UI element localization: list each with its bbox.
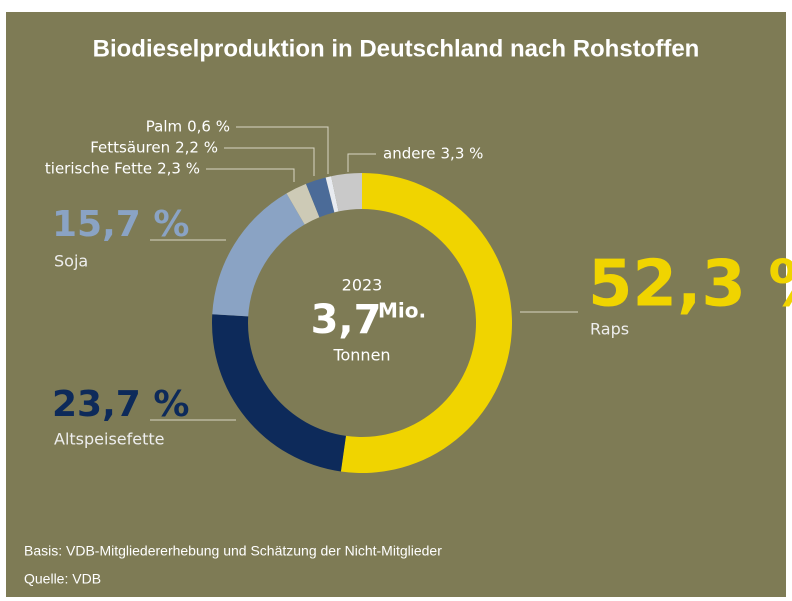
value-label: 0,6 % [187,118,230,136]
donut-segment [331,173,362,212]
value-label: 2,3 % [157,160,200,178]
donut-segment [305,177,335,218]
category-label: Fettsäuren [90,139,170,157]
leader-line [347,153,376,172]
value-label: 3,3 % [441,145,484,163]
center-unit: Mio. [378,299,426,323]
donut-segment [286,183,320,225]
value-label: 23,7 % [52,384,189,425]
center-measure: Tonnen [332,346,390,365]
note: Basis: VDB-Mitgliedererhebung und Schätz… [24,543,442,559]
category-label: Raps [590,320,629,339]
chart-title: Biodieselproduktion in Deutschland nach … [93,35,700,62]
leader-line [236,126,329,174]
background [6,12,786,597]
category-label: Soja [54,252,88,271]
leader-line [224,147,315,176]
donut-segment [325,176,339,213]
category-label: andere [383,145,436,163]
center-amount: 3,7 [311,297,382,343]
category-label: tierische Fette [45,160,152,178]
leader-line [206,168,295,182]
value-label: 52,3 % [588,248,792,322]
leader-lines [150,126,578,421]
donut-segment [212,314,346,472]
donut-segment [340,173,512,473]
value-label: 2,2 % [175,139,218,157]
category-label: Palm [146,118,182,136]
donut-segment [212,193,305,317]
note: Quelle: VDB [24,571,101,587]
value-label: 15,7 % [52,204,189,245]
center-year: 2023 [342,276,383,295]
category-label: Altspeisefette [54,430,165,449]
